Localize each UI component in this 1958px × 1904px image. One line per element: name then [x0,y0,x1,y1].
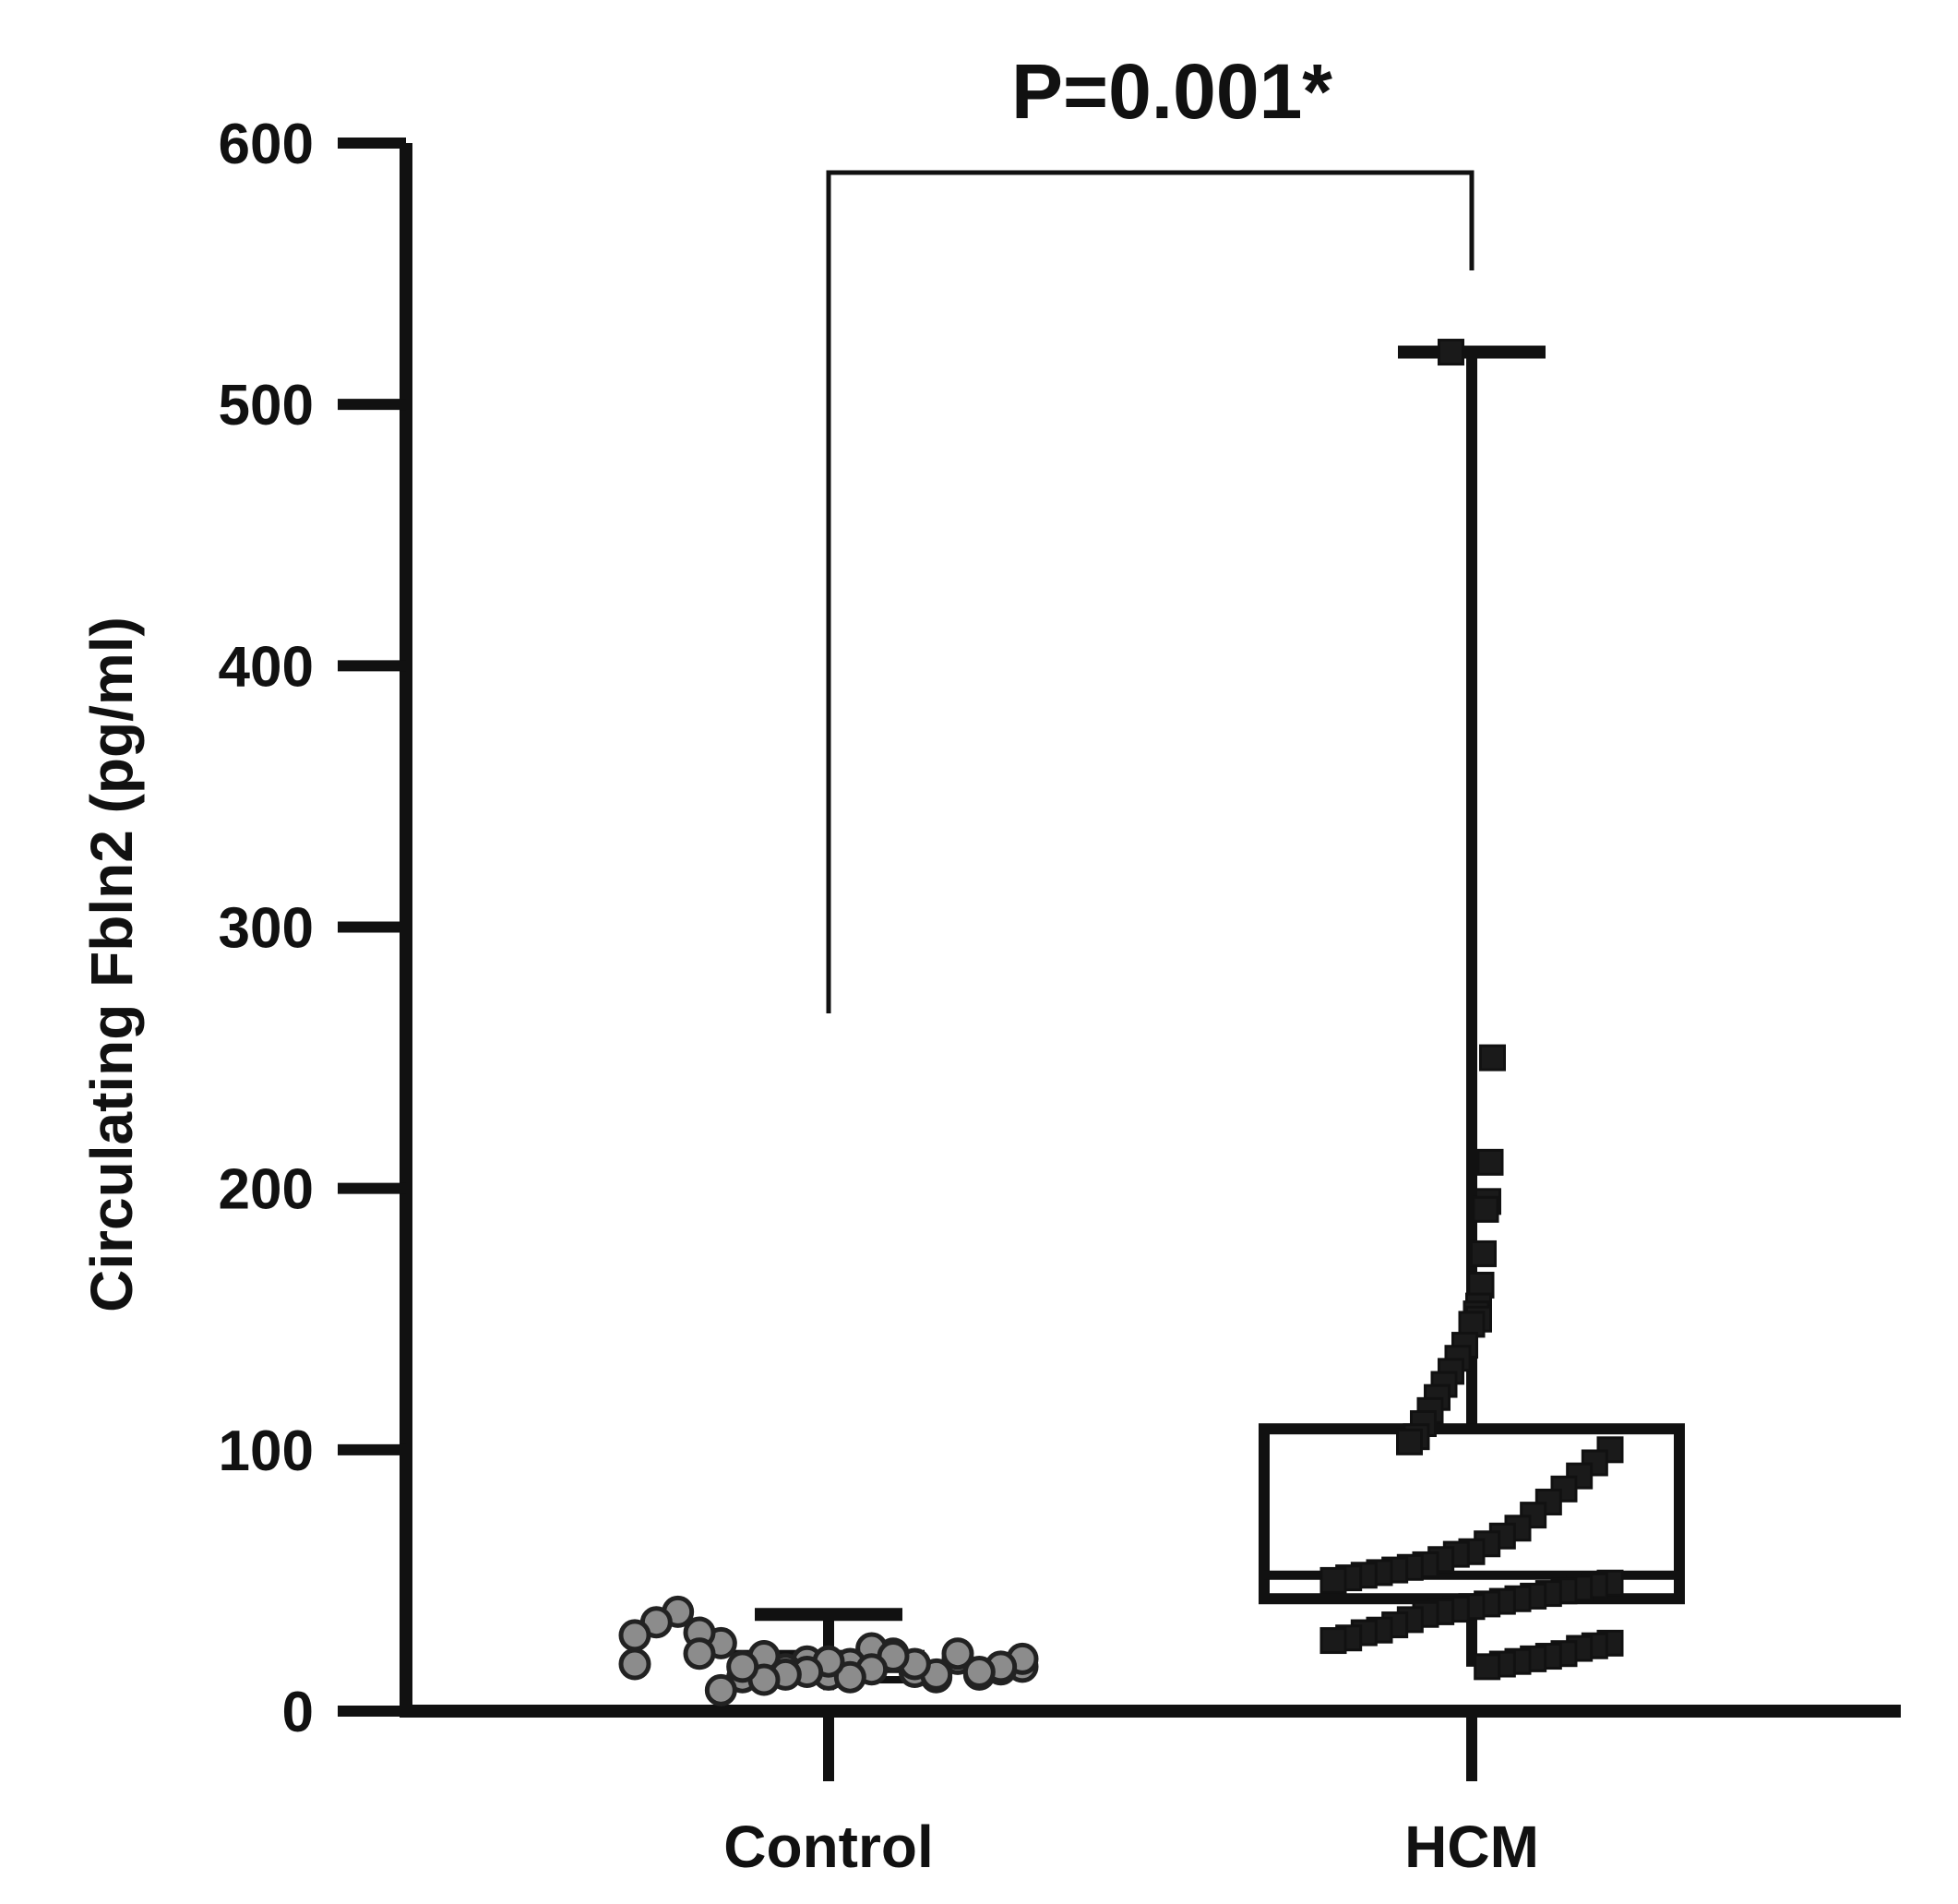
data-point [1472,1195,1499,1223]
y-tick-label: 300 [219,897,314,961]
x-tick-label: Control [723,1814,934,1880]
significance-bracket [826,170,1474,1013]
data-point [1438,339,1464,366]
data-point [704,1673,737,1706]
y-axis-label: Circulating Fbln2 (pg/ml) [78,617,145,1312]
x-tick-label: HCM [1404,1814,1539,1880]
data-point [833,1660,866,1694]
y-tick-label: 200 [219,1158,314,1222]
data-point [1470,1239,1497,1267]
data-point [1476,1148,1504,1176]
box-group-hcm [1259,339,1685,1681]
data-point [962,1656,996,1689]
y-tick-label: 600 [219,113,314,176]
significance-annotation: P=0.001* [1011,48,1332,135]
data-point [726,1650,759,1683]
data-point [941,1637,974,1670]
y-ticks: 0 100 200 300 400 500 600 [219,113,406,1744]
y-tick-label: 0 [282,1681,314,1744]
y-tick-label: 400 [219,635,314,699]
data-point [618,1619,651,1652]
data-point [1479,1044,1506,1072]
y-tick-label: 500 [219,374,314,437]
y-tick-label: 100 [219,1419,314,1483]
data-point [1319,1627,1347,1655]
data-point [683,1637,716,1670]
data-point [618,1647,651,1681]
data-point [1319,1566,1347,1594]
data-point [1396,1428,1423,1455]
bracket-line [826,170,1474,1013]
box-group-control [618,1595,1039,1706]
data-point [1474,1653,1501,1681]
box-groups [618,339,1685,1706]
x-ticks: Control HCM [723,1711,1539,1880]
